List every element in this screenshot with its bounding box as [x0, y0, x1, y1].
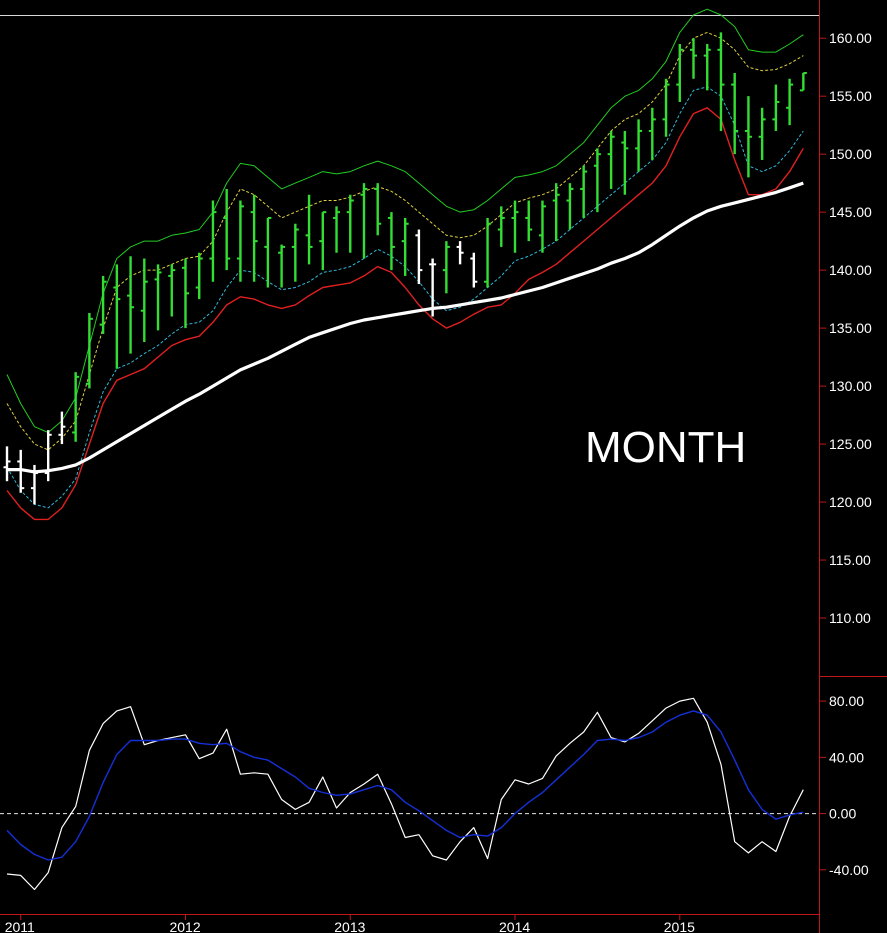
oscillator-tick-label: 40.00 [829, 749, 864, 765]
ohlc-bar [484, 217, 492, 288]
ohlc-bar [44, 430, 52, 482]
ohlc-bar [305, 194, 313, 265]
ohlc-bar [676, 43, 684, 102]
ohlc-bar [525, 200, 533, 242]
oscillator-tick-label: -40.00 [829, 862, 869, 878]
price-tick-label: 115.00 [829, 552, 871, 568]
oscillator-ticks: 80.00 40.00 0.00 -40.00 [819, 693, 869, 878]
ohlc-bar [717, 32, 725, 131]
ohlc-bar [140, 258, 148, 343]
price-tick-label: 150.00 [829, 146, 872, 162]
ohlc-bar [662, 78, 670, 137]
ohlc-bar [291, 223, 299, 282]
signal-line [6, 710, 804, 861]
ohlc-bar [470, 252, 478, 288]
ohlc-bar [127, 256, 135, 354]
ohlc-bar [621, 130, 629, 195]
ohlc-bar [580, 165, 588, 218]
price-tick-label: 140.00 [829, 262, 872, 278]
ohlc-bar [731, 72, 739, 155]
price-tick-label: 120.00 [829, 494, 872, 510]
ohlc-bar [223, 188, 231, 271]
ohlc-bar [319, 211, 327, 271]
time-tick-label: 2015 [664, 919, 695, 933]
upper-mid-line [6, 31, 804, 451]
moving-average-line [7, 181, 804, 474]
ohlc-bar [113, 264, 121, 369]
time-ticks: 2011 2012 2013 2014 2015 [5, 914, 695, 933]
period-label: MONTH [585, 423, 746, 472]
time-tick-label: 2011 [5, 919, 35, 933]
ohlc-bar [511, 200, 519, 253]
price-tick-label: 135.00 [829, 320, 872, 336]
ohlc-bar [374, 183, 382, 236]
ohlc-bar [168, 264, 176, 317]
ohlc-bar [17, 449, 25, 493]
price-bars [3, 32, 807, 505]
ohlc-bar [786, 78, 794, 126]
ohlc-bar [429, 258, 437, 317]
time-tick-label: 2013 [334, 919, 365, 933]
ohlc-bar [250, 194, 258, 282]
ohlc-bar [758, 107, 766, 160]
ohlc-bar [333, 206, 341, 253]
ohlc-bar [497, 206, 505, 247]
time-tick-label: 2012 [169, 919, 200, 933]
ohlc-bar [99, 275, 107, 334]
ohlc-bar [607, 130, 615, 189]
upper-band-line [6, 8, 804, 433]
oscillator-tick-label: 0.00 [829, 806, 856, 822]
ohlc-bar [593, 148, 601, 213]
ohlc-bar [181, 258, 189, 329]
oscillator-lines [6, 697, 804, 891]
oscillator-tick-label: 80.00 [829, 693, 864, 709]
price-panel [0, 8, 819, 521]
ohlc-bar [552, 183, 560, 242]
ohlc-bar [30, 464, 38, 505]
ohlc-bar [442, 241, 450, 294]
oscillator-panel [0, 697, 819, 891]
ohlc-bar [690, 38, 697, 79]
time-axis: 2011 2012 2013 2014 2015 [0, 914, 820, 933]
ohlc-bar [635, 119, 643, 172]
ohlc-bar [3, 446, 11, 482]
price-tick-label: 110.00 [829, 610, 871, 626]
ohlc-bar [236, 200, 244, 282]
ohlc-bar [58, 411, 66, 445]
price-axis: 160.00 155.00 150.00 145.00 140.00 135.00 130.… [819, 0, 887, 933]
ohlc-bar [415, 229, 423, 285]
ohlc-bar [401, 217, 409, 276]
ohlc-bar [195, 252, 203, 300]
ohlc-bar [456, 241, 464, 265]
oscillator-line [6, 697, 804, 891]
ohlc-bar [264, 216, 272, 288]
ohlc-bar [566, 183, 574, 230]
price-tick-label: 125.00 [829, 436, 872, 452]
ohlc-bar [387, 212, 395, 271]
ohlc-bar [703, 43, 711, 91]
ohlc-bar [346, 194, 354, 253]
ohlc-bar [278, 244, 286, 288]
ohlc-bar [538, 200, 546, 253]
ohlc-bar [209, 200, 217, 282]
ohlc-bar [799, 71, 807, 92]
ohlc-bar [744, 96, 752, 178]
ohlc-bar [72, 372, 80, 442]
price-tick-label: 160.00 [829, 30, 872, 46]
ohlc-bar [360, 183, 368, 259]
price-tick-label: 130.00 [829, 378, 872, 394]
ohlc-bar [648, 107, 656, 160]
ohlc-bar [85, 313, 93, 389]
ohlc-bar [772, 84, 780, 131]
ohlc-bar [154, 264, 162, 331]
lower-band-line [6, 107, 804, 521]
time-tick-label: 2014 [499, 919, 530, 933]
price-tick-label: 145.00 [829, 204, 872, 220]
price-tick-label: 155.00 [829, 88, 872, 104]
price-ticks: 160.00 155.00 150.00 145.00 140.00 135.00 130.… [819, 30, 872, 626]
